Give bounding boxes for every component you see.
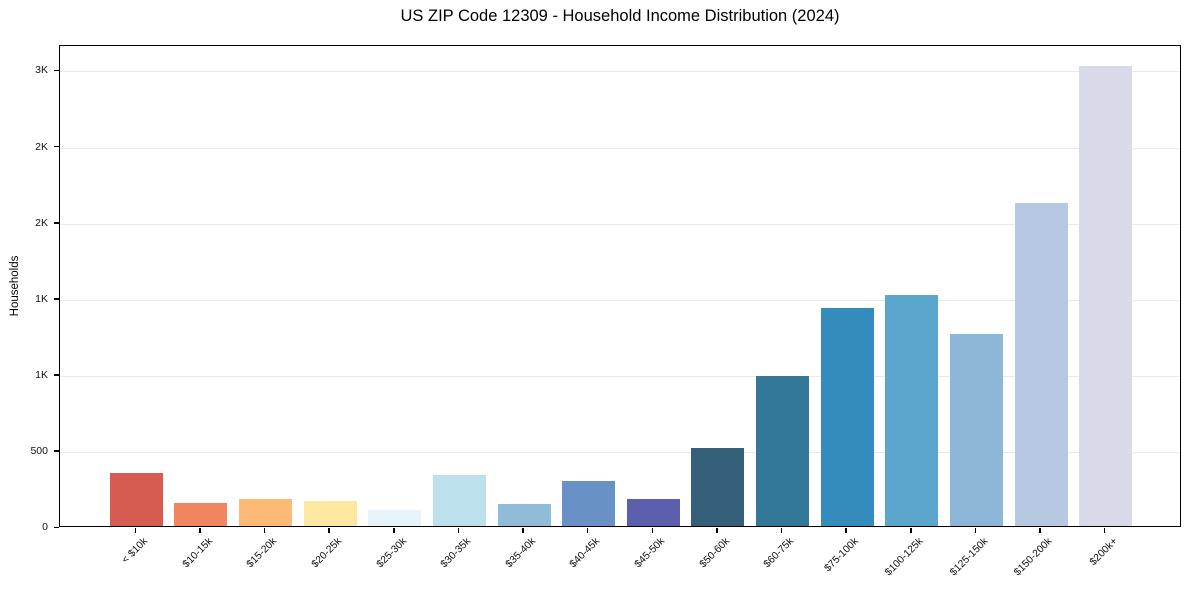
x-tick-label: $15-20k bbox=[245, 536, 280, 571]
y-tick-mark bbox=[54, 222, 59, 224]
x-tick-mark bbox=[974, 528, 977, 533]
x-tick-label: $25-30k bbox=[374, 536, 409, 571]
bar-6075k bbox=[756, 376, 810, 526]
chart-title: US ZIP Code 12309 - Household Income Dis… bbox=[400, 7, 840, 25]
x-tick-label: $125-150k bbox=[948, 536, 991, 579]
y-tick-label: 2K bbox=[35, 216, 48, 229]
x-tick-mark bbox=[780, 528, 783, 533]
bar-1015k bbox=[174, 502, 228, 526]
x-tick-label: $40-45k bbox=[568, 536, 603, 571]
y-tick-mark bbox=[54, 450, 59, 452]
bar-4045k bbox=[562, 481, 616, 526]
x-tick-label: $30-35k bbox=[439, 536, 474, 571]
y-tick-mark bbox=[54, 298, 59, 300]
x-tick-mark bbox=[586, 528, 589, 533]
x-tick-mark bbox=[716, 528, 718, 533]
x-tick-mark bbox=[845, 528, 847, 533]
bar-75100k bbox=[820, 307, 874, 526]
x-tick-label: $20-25k bbox=[309, 536, 344, 571]
y-tick-label: 3K bbox=[35, 64, 48, 77]
bar-5060k bbox=[691, 448, 745, 526]
gridline bbox=[60, 451, 1180, 453]
gridline bbox=[60, 71, 1180, 73]
bar-2530k bbox=[368, 510, 422, 526]
x-tick-mark bbox=[1103, 528, 1106, 533]
bar-3540k bbox=[497, 503, 551, 526]
bar-10k bbox=[109, 472, 163, 526]
y-axis-label: Households bbox=[9, 255, 21, 317]
bar-2025k bbox=[303, 500, 357, 526]
x-tick-label: $50-60k bbox=[697, 536, 732, 571]
gridline bbox=[60, 299, 1180, 301]
bar-150200k bbox=[1014, 203, 1068, 526]
y-tick-label: 500 bbox=[30, 444, 48, 457]
bar-200k+ bbox=[1079, 66, 1133, 526]
bar-100125k bbox=[885, 295, 939, 526]
bar-3035k bbox=[432, 475, 486, 526]
y-tick-mark bbox=[54, 69, 59, 72]
x-tick-label: $10-15k bbox=[180, 536, 215, 571]
y-tick-mark bbox=[54, 146, 59, 148]
bar-1520k bbox=[239, 498, 293, 526]
y-tick-label: 2K bbox=[35, 140, 48, 153]
bar-125150k bbox=[949, 334, 1003, 526]
x-tick-mark bbox=[328, 528, 330, 533]
x-tick-label: $150-200k bbox=[1012, 536, 1055, 579]
plot-area bbox=[59, 45, 1181, 527]
x-tick-label: < $10k bbox=[120, 536, 151, 566]
x-tick-label: $100-125k bbox=[883, 536, 926, 579]
x-tick-mark bbox=[263, 528, 266, 533]
gridline bbox=[60, 147, 1180, 149]
x-tick-label: $35-40k bbox=[503, 536, 538, 571]
gridline bbox=[60, 375, 1180, 377]
x-tick-mark bbox=[1039, 528, 1041, 533]
x-tick-mark bbox=[134, 528, 136, 533]
y-tick-mark bbox=[54, 374, 59, 376]
x-tick-mark bbox=[393, 528, 395, 533]
x-tick-label: $45-50k bbox=[632, 536, 668, 571]
y-tick-label: 0 bbox=[42, 521, 48, 533]
x-tick-mark bbox=[651, 528, 653, 533]
gridline bbox=[60, 223, 1180, 225]
y-tick-label: 1K bbox=[35, 292, 48, 305]
x-tick-mark bbox=[522, 528, 524, 533]
x-tick-label: $60-75k bbox=[762, 536, 797, 571]
y-tick-label: 1K bbox=[35, 368, 48, 381]
bar-4550k bbox=[626, 498, 680, 526]
x-tick-label: $200k+ bbox=[1087, 536, 1120, 568]
y-tick-mark bbox=[54, 526, 59, 528]
x-tick-mark bbox=[199, 528, 201, 533]
x-tick-label: $75-100k bbox=[822, 536, 861, 575]
x-tick-mark bbox=[457, 528, 460, 533]
x-tick-mark bbox=[910, 528, 912, 533]
